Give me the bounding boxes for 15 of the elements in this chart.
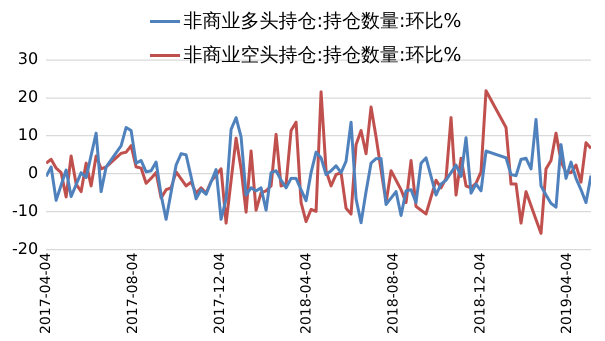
y-tick-label: 20	[18, 87, 38, 106]
x-tick-label: 2018-12-04	[472, 252, 489, 334]
legend-label: 非商业空头持仓:持仓数量:环比%	[184, 43, 462, 68]
x-tick-label: 2018-08-04	[386, 252, 402, 334]
y-tick-label: 10	[18, 125, 38, 144]
x-tick-label: 2018-04-04	[298, 252, 314, 334]
x-tick-label: 2017-12-04	[212, 252, 228, 334]
x-tick-label: 2017-04-04	[38, 252, 54, 334]
y-tick-label: -10	[12, 200, 38, 220]
y-tick-label: -20	[12, 238, 38, 258]
legend-label: 非商业多头持仓:持仓数量:环比%	[184, 9, 462, 34]
x-tick-label: 2019-04-04	[559, 252, 576, 334]
y-tick-label: 0	[28, 162, 38, 182]
x-tick-label: 2017-08-04	[124, 252, 141, 334]
y-tick-label: 30	[18, 49, 38, 68]
